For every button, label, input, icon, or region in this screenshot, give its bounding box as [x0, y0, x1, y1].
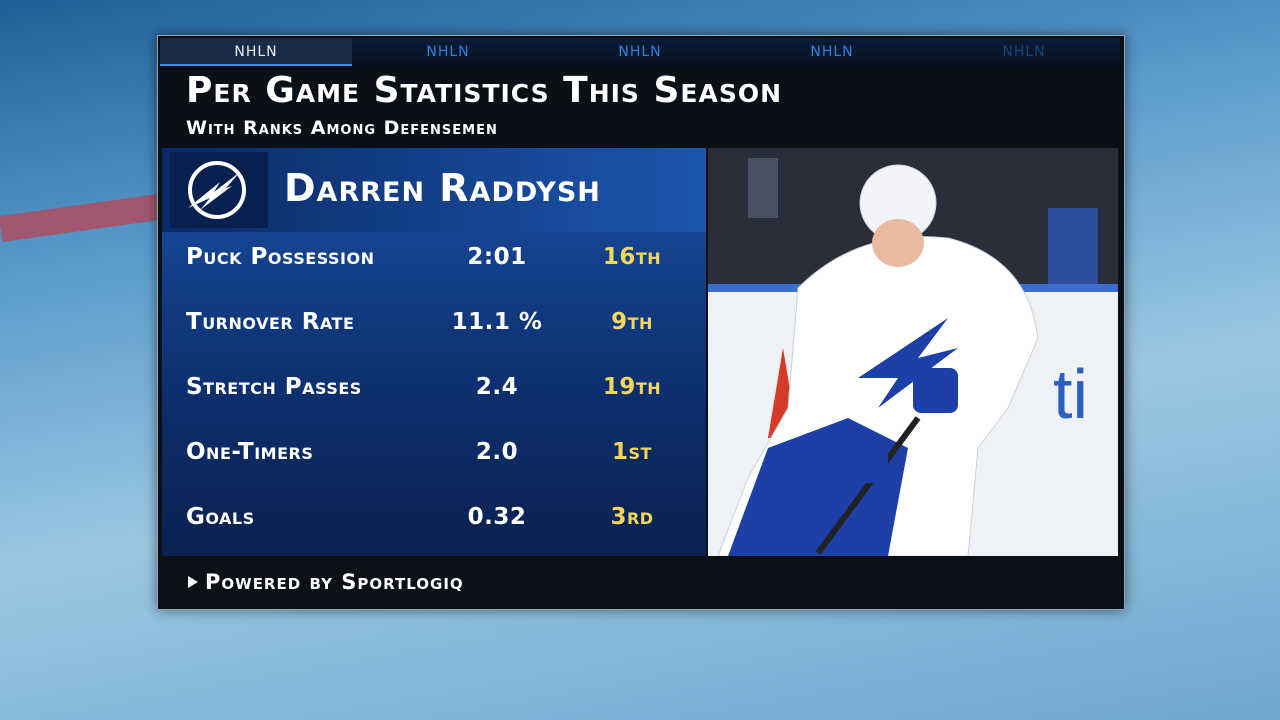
team-logo	[170, 152, 268, 228]
stat-value: 2.0	[475, 439, 519, 465]
stat-rank: 3rd	[610, 504, 654, 530]
rink-line	[0, 193, 162, 243]
stat-label: Goals	[186, 504, 255, 530]
stat-rank: 19th	[602, 374, 662, 400]
logo-icon	[188, 161, 246, 219]
stat-label: One-Timers	[186, 439, 314, 465]
network-tab: NHLN	[618, 44, 662, 60]
stat-value: 11.1 %	[451, 309, 543, 335]
stat-rank: 1st	[612, 439, 652, 465]
player-photo: ti	[708, 148, 1118, 556]
stat-label: Stretch Passes	[186, 374, 362, 400]
face	[872, 219, 924, 267]
stat-label: Puck Possession	[186, 244, 375, 270]
network-tab: NHLN	[426, 44, 470, 60]
logo-ring	[188, 161, 246, 219]
jersey-bolt	[858, 318, 958, 408]
stat-rank: 9th	[611, 309, 653, 335]
network-tab: NHLN	[1002, 44, 1046, 60]
stat-rank: 16th	[602, 244, 662, 270]
stat-value: 2:01	[467, 244, 527, 270]
arrow	[188, 576, 198, 588]
board-ad: ti	[1053, 355, 1088, 433]
glove	[913, 368, 958, 413]
footer-bar	[162, 562, 1118, 602]
title: Per Game Statistics This Season	[186, 70, 782, 111]
glove	[848, 438, 888, 483]
player-name: Darren Raddysh	[284, 166, 601, 210]
footer-text: Powered by Sportlogiq	[205, 570, 464, 594]
stat-value: 2.4	[475, 374, 519, 400]
crowd-figure	[1048, 208, 1098, 288]
subtitle: With Ranks Among Defensemen	[186, 117, 498, 139]
crowd-figure	[748, 158, 778, 218]
network-tabs: NHLN NHLN NHLN NHLN NHLN	[160, 38, 1120, 66]
photo-art: ti	[708, 148, 1118, 556]
network-tab: NHLN	[810, 44, 854, 60]
stat-value: 0.32	[467, 504, 527, 530]
stat-label: Turnover Rate	[186, 309, 355, 335]
stick	[815, 416, 921, 555]
logo-bolt	[188, 172, 240, 210]
network-tab: NHLN	[160, 38, 352, 66]
footer-arrow	[188, 576, 198, 588]
